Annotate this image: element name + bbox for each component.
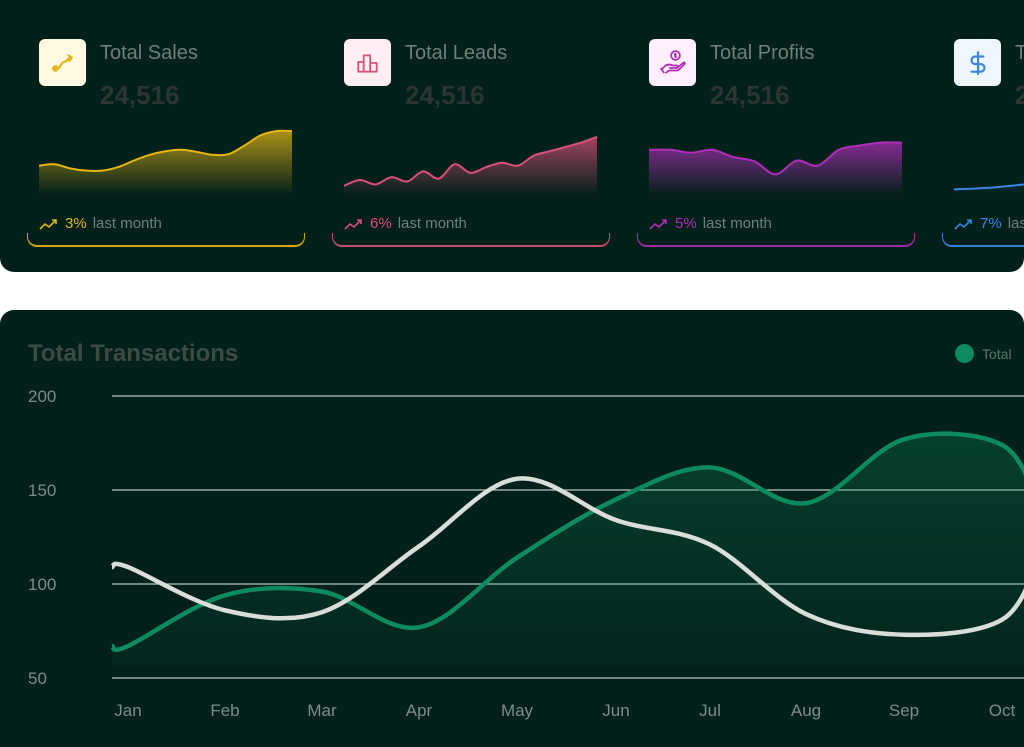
sparkline-area [344,136,597,195]
x-tick-label: Oct [989,701,1016,720]
transactions-panel: 200 150 100 50 Jan Feb Mar Apr May Jun Jul Aug Sep Oc… [0,310,1024,747]
x-tick-label: Apr [406,701,433,720]
x-tick-label: Mar [307,701,337,720]
change-label: last month [397,215,467,232]
card-title: Total Leads [405,42,508,64]
y-tick-label: 100 [28,575,56,594]
sparkline-area [649,142,902,195]
stat-cards-panel: Total Sales 24,516 3% last month Total Le… [0,0,1024,272]
trend-icon [344,218,362,230]
trend-icon [649,218,667,230]
sparkline-line [344,135,598,187]
card-value: 24,516 [100,80,180,110]
card-value: 24,516 [405,80,485,110]
bar-chart-icon [344,39,391,86]
stat-card[interactable]: Total Revenue 24,516 7% last month [942,0,1024,247]
series-line-2 [110,476,1024,638]
card-change: 7% last month [954,215,1024,232]
trend-icon [954,218,972,230]
card-underline [332,233,610,247]
card-title: Total Revenue [1015,42,1024,64]
legend-item[interactable]: Total [955,344,1012,363]
hand-coin-icon [649,39,696,86]
legend-label: Total [982,345,1012,362]
sparkline [954,183,1024,195]
y-tick-label: 200 [28,387,56,406]
x-tick-label: May [501,701,534,720]
card-underline [942,233,1024,247]
card-title: Total Sales [100,42,198,64]
stat-card[interactable]: Total Profits 24,516 5% last month [637,0,915,247]
card-value: 24,516 [1015,80,1024,110]
change-percent: 6% [370,215,392,232]
legend-dot [955,344,974,363]
x-tick-label: Jul [699,701,721,720]
series-line-1 [110,431,1024,653]
sparkline-line [954,183,1024,191]
change-label: last month [92,215,162,232]
route-icon [39,39,86,86]
trend-icon [39,218,57,230]
change-percent: 5% [675,215,697,232]
sparkline-area [954,184,1024,195]
change-percent: 3% [65,215,87,232]
sparkline [344,135,598,195]
stat-card[interactable]: Total Leads 24,516 6% last month [332,0,610,247]
card-change: 6% last month [344,215,467,232]
x-tick-label: Aug [791,701,821,720]
card-change: 3% last month [39,215,162,232]
sparkline [39,129,293,195]
card-underline [27,233,305,247]
card-change: 5% last month [649,215,772,232]
x-tick-label: Sep [889,701,919,720]
chart-title: Total Transactions [28,340,239,367]
change-label: last month [702,215,772,232]
y-tick-label: 50 [28,669,47,688]
card-underline [637,233,915,247]
card-title: Total Profits [710,42,815,64]
dollar-icon [954,39,1001,86]
sparkline [649,141,903,195]
sparkline-area [39,130,292,195]
change-label: last month [1007,215,1024,232]
x-tick-label: Jan [114,701,141,720]
card-value: 24,516 [710,80,790,110]
transactions-line-chart: 200 150 100 50 Jan Feb Mar Apr May Jun Jul Aug Sep Oc… [28,387,1024,720]
x-tick-label: Jun [602,701,629,720]
stat-card[interactable]: Total Sales 24,516 3% last month [27,0,305,247]
y-tick-label: 150 [28,481,56,500]
change-percent: 7% [980,215,1002,232]
sparkline-line [649,141,903,176]
x-tick-label: Feb [210,701,239,720]
sparkline-line [39,129,293,173]
